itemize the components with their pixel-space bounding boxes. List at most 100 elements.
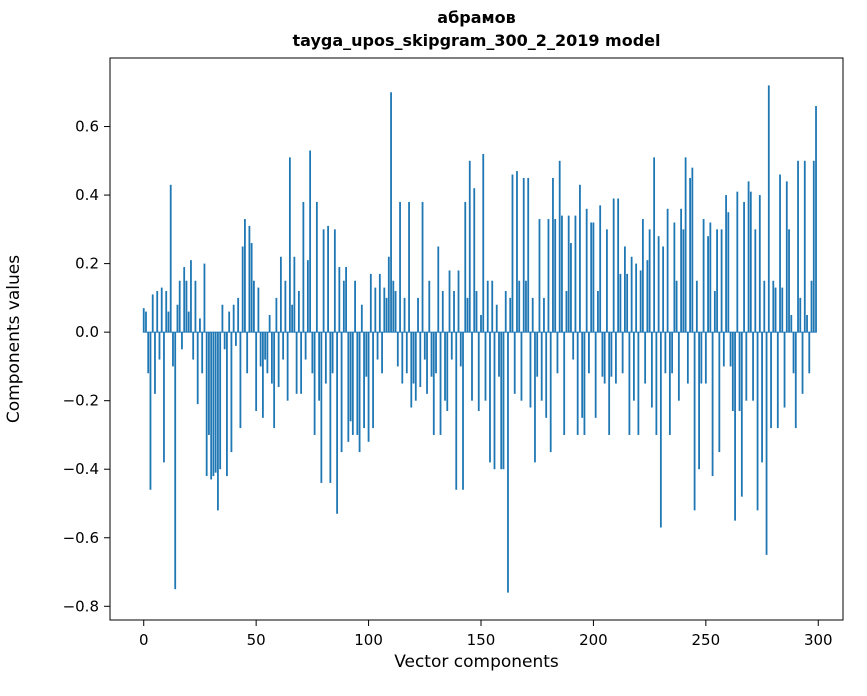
bar (718, 332, 721, 453)
bar (304, 332, 307, 360)
bar (785, 181, 788, 333)
bar (217, 332, 219, 511)
bar (432, 332, 435, 435)
bar (149, 332, 152, 490)
bar (738, 332, 741, 411)
bar (749, 191, 752, 333)
bar (617, 198, 620, 333)
bar (313, 332, 316, 435)
bar (484, 332, 487, 401)
bar (295, 332, 298, 394)
bar (507, 332, 509, 593)
bar (691, 167, 694, 333)
bar (747, 181, 750, 333)
y-tick-label: −0.2 (63, 392, 99, 410)
y-tick-label: 0.0 (75, 323, 99, 341)
bar (763, 280, 766, 333)
bar (729, 332, 732, 367)
bar (268, 315, 271, 333)
bar (392, 280, 395, 333)
x-axis-label: Vector components (394, 652, 559, 672)
bar (606, 229, 608, 333)
bar (262, 332, 264, 418)
bar (585, 208, 588, 333)
bar (668, 332, 671, 435)
bar (639, 270, 642, 333)
bar (351, 332, 354, 435)
bar (644, 332, 647, 384)
bar (740, 332, 743, 497)
bar (552, 177, 554, 333)
bar (441, 291, 444, 333)
bar (761, 332, 763, 463)
bar (385, 297, 388, 333)
bar (306, 260, 309, 333)
bar (673, 222, 676, 333)
bar (230, 332, 233, 453)
bar (194, 280, 197, 333)
bar (151, 294, 154, 333)
bar (626, 273, 629, 333)
bar (558, 160, 561, 333)
bar (273, 332, 276, 429)
bar (581, 332, 584, 418)
bar (228, 311, 231, 333)
bar (540, 332, 543, 401)
bar (702, 219, 705, 333)
bar (390, 92, 392, 333)
bar (477, 332, 480, 411)
bar (756, 332, 759, 511)
bar (403, 297, 406, 333)
bar (686, 332, 689, 384)
bar (369, 273, 372, 333)
bar (765, 332, 768, 555)
bar (340, 332, 343, 453)
bar (653, 157, 656, 333)
bar (776, 332, 779, 429)
bar (520, 332, 523, 401)
bar (511, 174, 514, 333)
bar (311, 332, 314, 374)
bar (356, 332, 359, 435)
bar (781, 287, 784, 333)
bar (567, 215, 570, 333)
bar (716, 229, 718, 333)
bar (500, 332, 503, 470)
bar (428, 280, 431, 333)
bar (320, 332, 323, 483)
bar (246, 332, 249, 374)
bar (309, 150, 312, 333)
bar (545, 332, 548, 418)
bar (196, 332, 199, 405)
bar (619, 273, 622, 333)
bar (489, 332, 491, 463)
bar (473, 188, 476, 333)
bar (401, 332, 404, 384)
bar (154, 332, 156, 394)
bar (767, 85, 770, 333)
bar (698, 332, 700, 470)
bar (253, 280, 255, 333)
bar (374, 287, 377, 333)
bar (208, 332, 210, 435)
bar (446, 332, 449, 411)
bar (178, 280, 181, 333)
chart-title-line2: tayga_upos_skipgram_300_2_2019 model (292, 31, 661, 50)
bar (205, 332, 208, 477)
bar (812, 160, 815, 333)
bar (430, 332, 433, 377)
bar (543, 297, 545, 333)
bar (563, 332, 566, 435)
bar (338, 267, 341, 333)
bar (381, 332, 383, 374)
bar (534, 332, 536, 463)
bar (183, 267, 186, 333)
bar (774, 287, 777, 333)
bar (275, 297, 278, 333)
bar (147, 332, 150, 374)
bar (172, 332, 174, 367)
bar (219, 332, 222, 470)
bar (745, 332, 748, 401)
bar (583, 332, 586, 435)
bar (522, 177, 525, 333)
